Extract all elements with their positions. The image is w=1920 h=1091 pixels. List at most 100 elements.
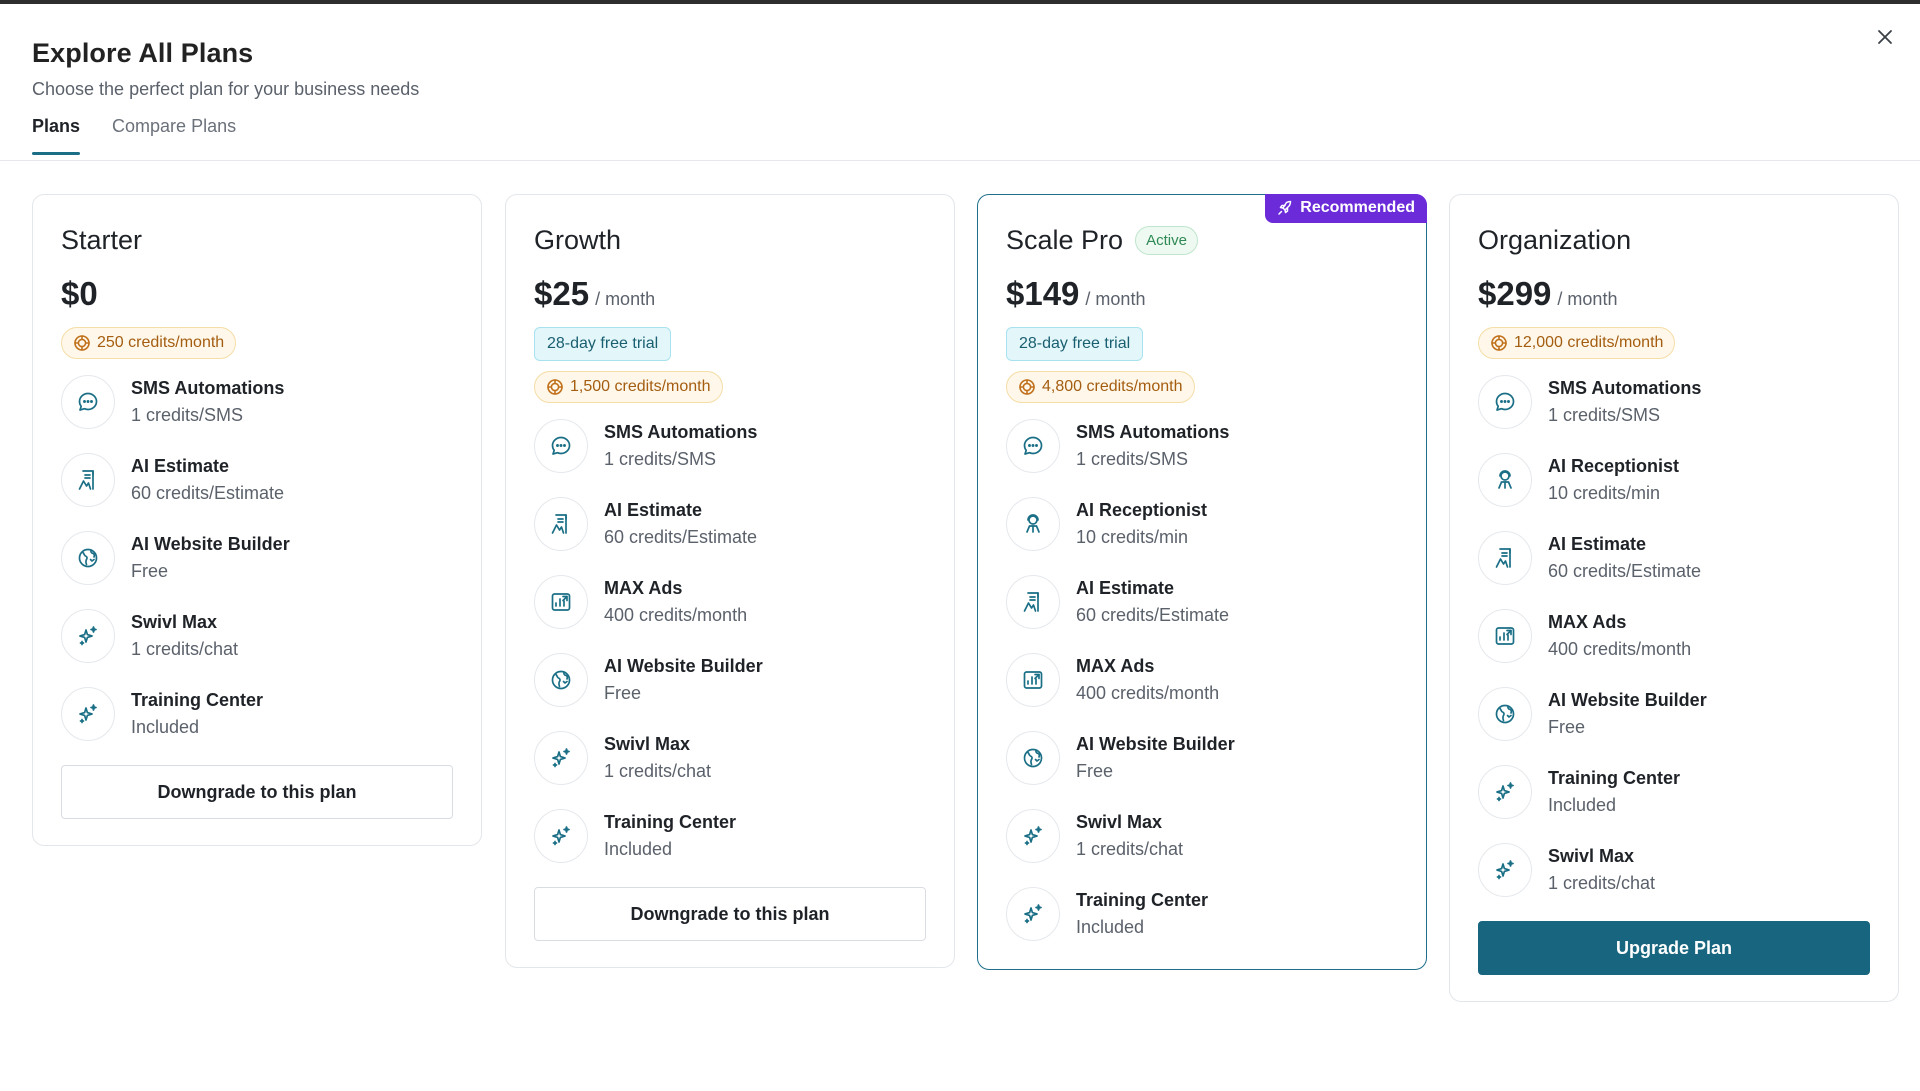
feature-item: Swivl Max 1 credits/chat xyxy=(534,731,926,785)
dialog-title: Explore All Plans xyxy=(32,38,254,68)
active-status-badge: Active xyxy=(1135,225,1198,255)
price-row: $25/ month xyxy=(534,275,926,313)
feature-list: SMS Automations 1 credits/SMS AI Reception… xyxy=(1478,375,1870,897)
feature-name: Training Center xyxy=(131,690,264,710)
feature-item: AI Website Builder Free xyxy=(61,531,453,585)
feature-name: MAX Ads xyxy=(1076,656,1155,676)
feature-text: AI Website Builder Free xyxy=(604,656,763,704)
feature-text: AI Estimate 60 credits/Estimate xyxy=(1076,578,1229,626)
feature-item: AI Website Builder Free xyxy=(534,653,926,707)
plan-name: Starter xyxy=(61,224,143,255)
feature-item: Training Center Included xyxy=(1006,887,1398,941)
feature-text: AI Website Builder Free xyxy=(1076,734,1235,782)
feature-item: AI Website Builder Free xyxy=(1478,687,1870,741)
plan-price: $0 xyxy=(61,275,98,312)
tab-plans[interactable]: Plans xyxy=(32,116,81,155)
recommended-label: Recommended xyxy=(1300,199,1415,216)
feature-text: Swivl Max 1 credits/chat xyxy=(131,612,238,660)
feature-value: Free xyxy=(1076,761,1114,781)
feature-item: SMS Automations 1 credits/SMS xyxy=(1006,419,1398,473)
tabs-divider xyxy=(0,160,1920,161)
feature-name: Training Center xyxy=(604,812,737,832)
feature-name: AI Website Builder xyxy=(604,656,763,676)
close-icon xyxy=(1878,30,1892,44)
feature-item: AI Receptionist 10 credits/min xyxy=(1006,497,1398,551)
coin-icon xyxy=(1019,379,1035,395)
plan-name-row: Scale Pro Active xyxy=(1006,223,1398,257)
price-row: $299/ month xyxy=(1478,275,1870,313)
close-button[interactable] xyxy=(1870,22,1900,52)
feature-value: 60 credits/Estimate xyxy=(604,527,758,547)
feature-list: SMS Automations 1 credits/SMS AI Estimate 6… xyxy=(534,419,926,863)
feature-value: 1 credits/chat xyxy=(131,639,239,659)
plan-card-organization: Organization $299/ month 12,000 credits/mo… xyxy=(1449,194,1899,1002)
feature-text: AI Estimate 60 credits/Estimate xyxy=(604,500,757,548)
sparkle-icon xyxy=(1006,809,1060,863)
feature-name: AI Website Builder xyxy=(131,534,290,554)
feature-name: Training Center xyxy=(1548,768,1681,788)
trial-wrap: 28-day free trial xyxy=(534,313,926,361)
feature-name: AI Website Builder xyxy=(1548,690,1707,710)
feature-value: 1 credits/SMS xyxy=(1548,405,1661,425)
dialog-subtitle: Choose the perfect plan for your busines… xyxy=(32,79,420,99)
feature-text: MAX Ads 400 credits/month xyxy=(604,578,747,626)
sparkle-icon xyxy=(1478,843,1532,897)
coin-icon xyxy=(547,379,563,395)
feature-value: Included xyxy=(131,717,200,737)
plan-price: $299 xyxy=(1478,275,1552,312)
feature-item: Training Center Included xyxy=(61,687,453,741)
sparkle-icon xyxy=(534,731,588,785)
receptionist-icon xyxy=(1478,453,1532,507)
plan-card-starter: Starter $0 250 credits/month SMS Automation… xyxy=(32,194,482,846)
estimate-icon xyxy=(1006,575,1060,629)
downgrade-plan-button[interactable]: Downgrade to this plan xyxy=(534,887,926,941)
feature-text: MAX Ads 400 credits/month xyxy=(1076,656,1219,704)
feature-item: AI Website Builder Free xyxy=(1006,731,1398,785)
feature-value: 10 credits/min xyxy=(1076,527,1189,547)
price-row: $149/ month xyxy=(1006,275,1398,313)
feature-text: AI Receptionist 10 credits/min xyxy=(1548,456,1679,504)
estimate-icon xyxy=(61,453,115,507)
rocket-icon xyxy=(1278,200,1292,215)
top-border xyxy=(0,0,1920,4)
feature-item: Swivl Max 1 credits/chat xyxy=(1478,843,1870,897)
credits-label: 12,000 credits/month xyxy=(1514,334,1664,351)
feature-text: Training Center Included xyxy=(604,812,736,860)
feature-item: AI Estimate 60 credits/Estimate xyxy=(534,497,926,551)
feature-text: Training Center Included xyxy=(131,690,263,738)
plan-name-row: Starter xyxy=(61,223,453,257)
feature-item: Swivl Max 1 credits/chat xyxy=(1006,809,1398,863)
credits-label: 250 credits/month xyxy=(97,334,225,351)
downgrade-plan-button[interactable]: Downgrade to this plan xyxy=(61,765,453,819)
feature-item: Swivl Max 1 credits/chat xyxy=(61,609,453,663)
feature-text: AI Website Builder Free xyxy=(1548,690,1707,738)
sparkle-icon xyxy=(1478,765,1532,819)
chat-icon xyxy=(534,419,588,473)
feature-value: Included xyxy=(1076,917,1145,937)
free-trial-badge: 28-day free trial xyxy=(534,327,672,361)
feature-item: MAX Ads 400 credits/month xyxy=(1478,609,1870,663)
feature-name: Swivl Max xyxy=(604,734,691,754)
price-row: $0 xyxy=(61,275,453,313)
feature-name: AI Estimate xyxy=(1548,534,1647,554)
feature-item: Training Center Included xyxy=(1478,765,1870,819)
estimate-icon xyxy=(1478,531,1532,585)
credits-badge: 1,500 credits/month xyxy=(534,371,723,403)
credits-badge: 250 credits/month xyxy=(61,327,237,359)
feature-item: Training Center Included xyxy=(534,809,926,863)
sparkle-icon xyxy=(534,809,588,863)
upgrade-plan-button[interactable]: Upgrade Plan xyxy=(1478,921,1870,975)
feature-name: Swivl Max xyxy=(131,612,218,632)
sparkle-icon xyxy=(1006,887,1060,941)
feature-name: SMS Automations xyxy=(1076,422,1230,442)
feature-text: MAX Ads 400 credits/month xyxy=(1548,612,1691,660)
credits-label: 1,500 credits/month xyxy=(570,378,711,395)
feature-item: SMS Automations 1 credits/SMS xyxy=(61,375,453,429)
price-period: / month xyxy=(1085,289,1146,309)
recommended-badge: Recommended xyxy=(1265,194,1427,223)
feature-text: SMS Automations 1 credits/SMS xyxy=(131,378,284,426)
plan-name: Scale Pro xyxy=(1006,224,1124,255)
feature-value: Free xyxy=(604,683,642,703)
feature-text: AI Website Builder Free xyxy=(131,534,290,582)
tab-compare-plans[interactable]: Compare Plans xyxy=(112,116,237,136)
